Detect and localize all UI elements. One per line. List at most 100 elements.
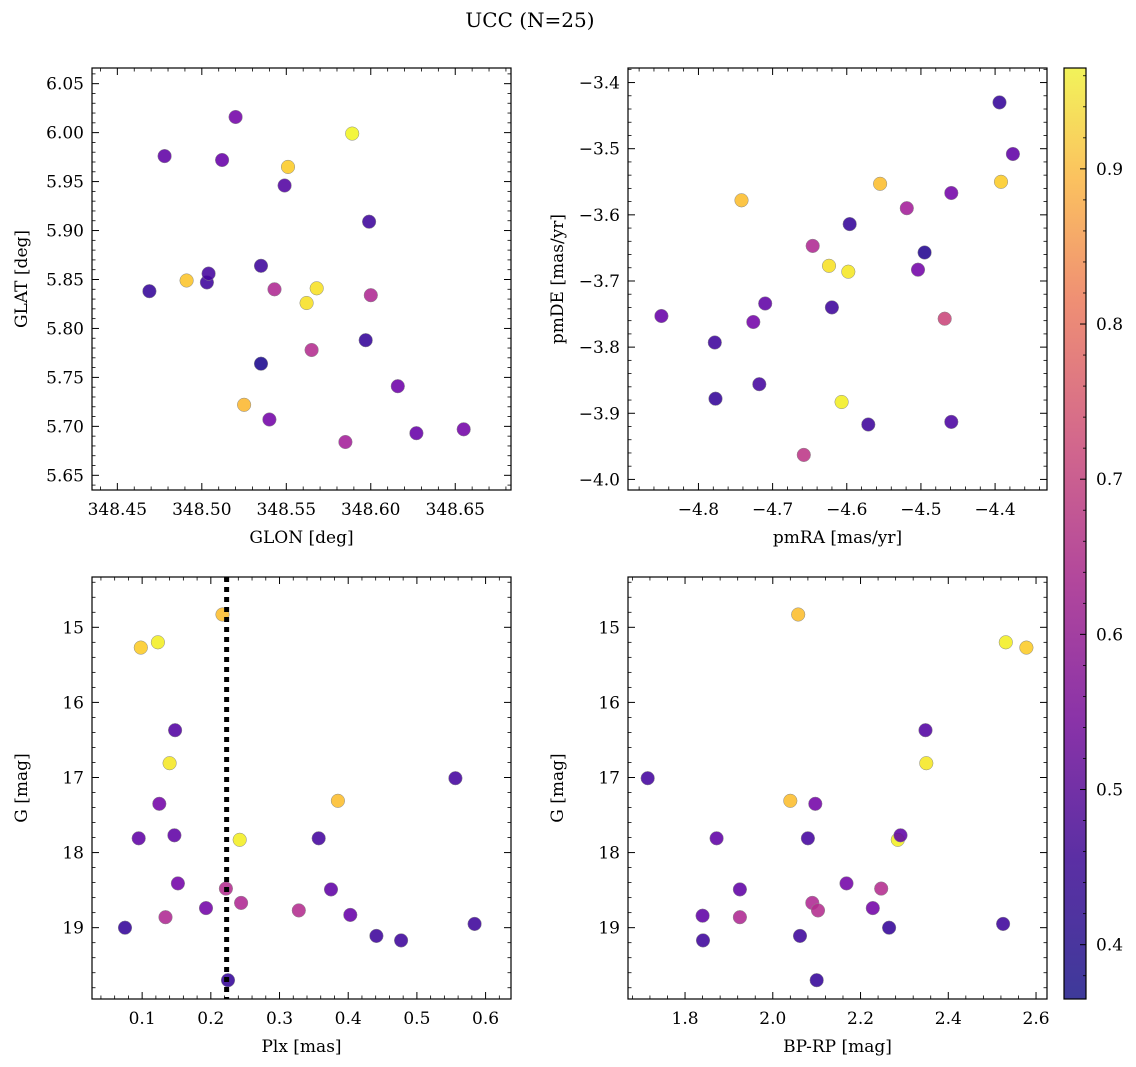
y-axis-label: G [mag] bbox=[548, 753, 568, 822]
data-point-24 bbox=[409, 426, 424, 441]
y-tick-label: 18 bbox=[62, 844, 84, 864]
data-point-20 bbox=[330, 793, 345, 808]
axes-frame bbox=[91, 576, 512, 1000]
y-tick-label: 5.95 bbox=[46, 173, 84, 193]
y-tick-label: 5.70 bbox=[46, 417, 84, 437]
data-point-7 bbox=[162, 756, 177, 771]
data-point-21 bbox=[918, 723, 933, 738]
data-point-5 bbox=[746, 314, 761, 330]
data-point-16 bbox=[234, 895, 249, 910]
y-tick-label: −3.5 bbox=[579, 140, 620, 160]
colorbar-frame bbox=[1063, 67, 1087, 1000]
figure-title: UCC (N=25) bbox=[465, 8, 594, 32]
data-point-14 bbox=[810, 903, 826, 918]
axes-frame bbox=[627, 67, 1048, 491]
data-point-19 bbox=[345, 126, 360, 141]
y-tick-label: 6.05 bbox=[46, 75, 84, 95]
x-tick-label: 348.45 bbox=[88, 500, 147, 520]
y-tick-label: −3.6 bbox=[579, 206, 620, 226]
x-tick-label: 0.6 bbox=[472, 1009, 499, 1029]
data-point-6 bbox=[752, 377, 767, 392]
scatter-points bbox=[142, 109, 471, 450]
x-tick-label: 0.3 bbox=[266, 1009, 293, 1029]
y-tick-label: 18 bbox=[598, 844, 620, 864]
data-point-6 bbox=[732, 910, 747, 925]
y-tick-label: 17 bbox=[62, 768, 84, 788]
data-point-18 bbox=[910, 262, 926, 277]
data-point-1 bbox=[117, 920, 133, 935]
y-tick-label: −3.4 bbox=[579, 74, 620, 94]
colorbar-tick-label: 0.7 bbox=[1096, 470, 1123, 490]
axes-frame bbox=[627, 576, 1048, 1000]
data-point-7 bbox=[783, 793, 798, 808]
y-tick-label: 17 bbox=[598, 768, 620, 788]
panel-glon-glat: 348.45 348.50 348.55 348.60 348.65 5.65 5.70 5.… bbox=[12, 67, 512, 548]
x-tick-label: −4.8 bbox=[678, 500, 719, 520]
data-point-14 bbox=[842, 217, 857, 232]
data-point-22 bbox=[919, 756, 934, 771]
x-tick-label: 1.8 bbox=[672, 1009, 699, 1029]
data-point-23 bbox=[390, 379, 405, 394]
data-point-1 bbox=[640, 771, 655, 786]
data-point-3 bbox=[708, 391, 723, 406]
data-point-15 bbox=[839, 876, 854, 891]
data-point-5 bbox=[201, 266, 216, 281]
data-point-24 bbox=[993, 174, 1009, 189]
colorbar-tick-label: 0.9 bbox=[1096, 160, 1123, 180]
scatter-points bbox=[654, 95, 1020, 462]
colorbar: 0.4 0.5 0.6 0.7 0.8 0.9 bbox=[1063, 67, 1123, 1000]
data-point-11 bbox=[262, 412, 277, 427]
data-point-23 bbox=[992, 95, 1007, 110]
data-point-23 bbox=[394, 933, 409, 948]
data-point-22 bbox=[944, 185, 959, 201]
colorbar-tick-label: 0.4 bbox=[1096, 936, 1123, 956]
data-point-18 bbox=[882, 920, 897, 935]
data-point-1 bbox=[654, 308, 669, 324]
x-axis-label: Plx [mas] bbox=[261, 1037, 341, 1057]
y-axis-label: G [mag] bbox=[12, 753, 32, 822]
data-point-9 bbox=[805, 238, 820, 253]
data-point-5 bbox=[732, 882, 747, 897]
data-point-20 bbox=[893, 828, 908, 843]
panel-plx-g: 0.1 0.2 0.3 0.4 0.5 0.6 15 16 17 18 19 Plx [mas] G [… bbox=[12, 576, 512, 1057]
y-axis-label: pmDE [mas/yr] bbox=[548, 214, 568, 344]
data-point-2 bbox=[707, 335, 722, 350]
colorbar-tick-label: 0.8 bbox=[1096, 315, 1123, 335]
y-tick-label: −3.7 bbox=[579, 272, 620, 292]
data-point-13 bbox=[841, 264, 856, 279]
data-point-21 bbox=[362, 214, 377, 229]
data-point-6 bbox=[215, 152, 230, 168]
x-tick-label: 0.4 bbox=[335, 1009, 362, 1029]
y-tick-label: 6.00 bbox=[46, 124, 84, 144]
data-point-3 bbox=[695, 933, 711, 948]
data-point-7 bbox=[758, 296, 773, 311]
y-tick-label: 16 bbox=[598, 693, 620, 713]
data-point-4 bbox=[734, 193, 749, 208]
data-point-21 bbox=[944, 414, 959, 429]
y-tick-label: 5.80 bbox=[46, 319, 84, 339]
data-point-8 bbox=[791, 607, 806, 622]
data-point-5 bbox=[152, 796, 167, 811]
data-point-3 bbox=[133, 640, 148, 655]
data-point-25 bbox=[467, 916, 482, 931]
data-point-10 bbox=[253, 258, 269, 273]
x-axis-label: GLON [deg] bbox=[249, 528, 353, 548]
y-tick-label: 15 bbox=[598, 618, 620, 638]
x-tick-label: 0.1 bbox=[129, 1009, 156, 1029]
data-point-23 bbox=[996, 916, 1011, 931]
data-point-6 bbox=[158, 910, 173, 925]
data-point-17 bbox=[291, 903, 306, 918]
data-point-16 bbox=[873, 176, 888, 191]
data-point-22 bbox=[369, 928, 384, 943]
x-axis-label: pmRA [mas/yr] bbox=[773, 528, 902, 548]
data-point-12 bbox=[267, 282, 282, 297]
data-point-11 bbox=[198, 901, 214, 916]
data-point-17 bbox=[874, 881, 889, 896]
data-point-13 bbox=[809, 973, 824, 988]
y-tick-label: 5.85 bbox=[46, 270, 84, 290]
data-point-15 bbox=[299, 295, 314, 311]
data-point-4 bbox=[150, 635, 165, 650]
colorbar-tick-label: 0.5 bbox=[1096, 781, 1123, 801]
x-tick-label: 348.65 bbox=[426, 500, 485, 520]
